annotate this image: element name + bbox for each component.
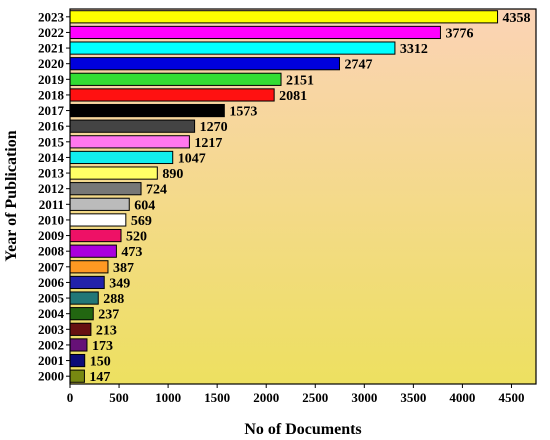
- bar-2012: [69, 182, 142, 196]
- y-tick-label-2006: 2006: [38, 275, 65, 290]
- data-label-2006: 349: [109, 276, 130, 291]
- data-label-2014: 1047: [178, 151, 206, 166]
- data-label-2015: 1217: [194, 136, 222, 151]
- bar-2019: [69, 72, 282, 86]
- bar-2011: [69, 197, 130, 211]
- bar-2009: [69, 228, 122, 243]
- x-tick-label-3500: 3500: [400, 390, 426, 405]
- y-tick-label-2022: 2022: [38, 25, 64, 40]
- bar-2000: [69, 369, 85, 383]
- x-tick-label-1000: 1000: [155, 390, 181, 405]
- y-axis-title: Year of Publication: [3, 130, 20, 261]
- y-tick-label-2017: 2017: [38, 103, 65, 118]
- data-label-2007: 387: [113, 261, 134, 276]
- data-label-2022: 3776: [445, 26, 473, 41]
- plot-frame: [69, 8, 537, 385]
- y-tick-label-2003: 2003: [38, 322, 65, 337]
- data-label-2009: 520: [126, 230, 147, 245]
- bar-2004: [69, 307, 94, 321]
- data-label-2003: 213: [96, 323, 117, 338]
- data-label-2019: 2151: [286, 73, 314, 88]
- data-label-2023: 4358: [503, 11, 531, 26]
- data-label-2005: 288: [103, 292, 124, 307]
- bar-2007: [69, 260, 109, 274]
- bar-2016: [69, 119, 196, 133]
- data-label-2012: 724: [146, 183, 167, 198]
- data-label-2013: 890: [162, 167, 183, 182]
- y-tick-label-2007: 2007: [38, 259, 65, 274]
- data-label-2016: 1270: [200, 120, 228, 135]
- data-label-2010: 569: [131, 214, 152, 229]
- bar-2006: [69, 275, 105, 290]
- data-label-2008: 473: [121, 245, 142, 260]
- y-axis-ticks: 2023202220212020201920182017201620152014…: [38, 9, 70, 384]
- y-tick-label-2021: 2021: [38, 41, 64, 56]
- bar-2020: [69, 57, 340, 71]
- bar-2005: [69, 291, 99, 305]
- x-axis-ticks: 0 500 1000 1500 2000 2500 3000 3500 4000 4500: [67, 384, 524, 405]
- y-tick-label-2010: 2010: [38, 212, 64, 227]
- y-tick-label-2019: 2019: [38, 72, 65, 87]
- y-tick-label-2016: 2016: [38, 119, 65, 134]
- x-tick-label-2000: 2000: [253, 390, 279, 405]
- data-label-2002: 173: [92, 339, 113, 354]
- y-tick-label-2008: 2008: [38, 244, 65, 259]
- y-tick-label-2011: 2011: [39, 197, 64, 212]
- data-label-2011: 604: [134, 198, 155, 213]
- y-tick-label-2005: 2005: [38, 291, 65, 306]
- bar-2021: [69, 41, 396, 55]
- data-label-2021: 3312: [400, 42, 428, 57]
- x-axis-title: No of Documents: [244, 421, 361, 438]
- data-label-2017: 1573: [229, 105, 257, 120]
- y-tick-label-2013: 2013: [38, 166, 65, 181]
- x-tick-label-0: 0: [67, 390, 74, 405]
- y-tick-label-2001: 2001: [38, 353, 64, 368]
- x-tick-label-4500: 4500: [498, 390, 524, 405]
- x-tick-label-4000: 4000: [449, 390, 475, 405]
- bar-2014: [69, 150, 174, 165]
- data-label-2001: 150: [90, 355, 111, 370]
- bar-2008: [69, 244, 117, 258]
- data-label-2020: 2747: [344, 58, 372, 73]
- bar-2015: [69, 135, 190, 149]
- bar-2023: [69, 10, 499, 24]
- y-tick-label-2020: 2020: [38, 56, 64, 71]
- bar-2001: [69, 353, 86, 368]
- y-tick-label-2018: 2018: [38, 87, 65, 102]
- y-tick-label-2004: 2004: [38, 306, 65, 321]
- y-tick-label-2012: 2012: [38, 181, 64, 196]
- data-label-2018: 2081: [279, 89, 307, 104]
- bar-2018: [69, 88, 275, 102]
- y-tick-label-2015: 2015: [38, 134, 65, 149]
- y-tick-label-2000: 2000: [38, 369, 64, 384]
- x-tick-label-3000: 3000: [351, 390, 377, 405]
- bar-2017: [69, 103, 225, 118]
- bar-2010: [69, 213, 127, 227]
- x-tick-label-1500: 1500: [204, 390, 230, 405]
- y-tick-label-2009: 2009: [38, 228, 65, 243]
- data-label-2004: 237: [98, 308, 119, 323]
- data-label-2000: 147: [89, 370, 110, 385]
- x-tick-label-500: 500: [109, 390, 129, 405]
- bar-2002: [69, 338, 88, 352]
- y-tick-label-2023: 2023: [38, 9, 65, 24]
- x-tick-label-2500: 2500: [302, 390, 328, 405]
- bar-2003: [69, 322, 92, 336]
- bar-2013: [69, 166, 158, 180]
- plot-area: [70, 9, 536, 384]
- bar-2022: [69, 25, 441, 40]
- y-tick-label-2014: 2014: [38, 150, 65, 165]
- y-tick-label-2002: 2002: [38, 337, 64, 352]
